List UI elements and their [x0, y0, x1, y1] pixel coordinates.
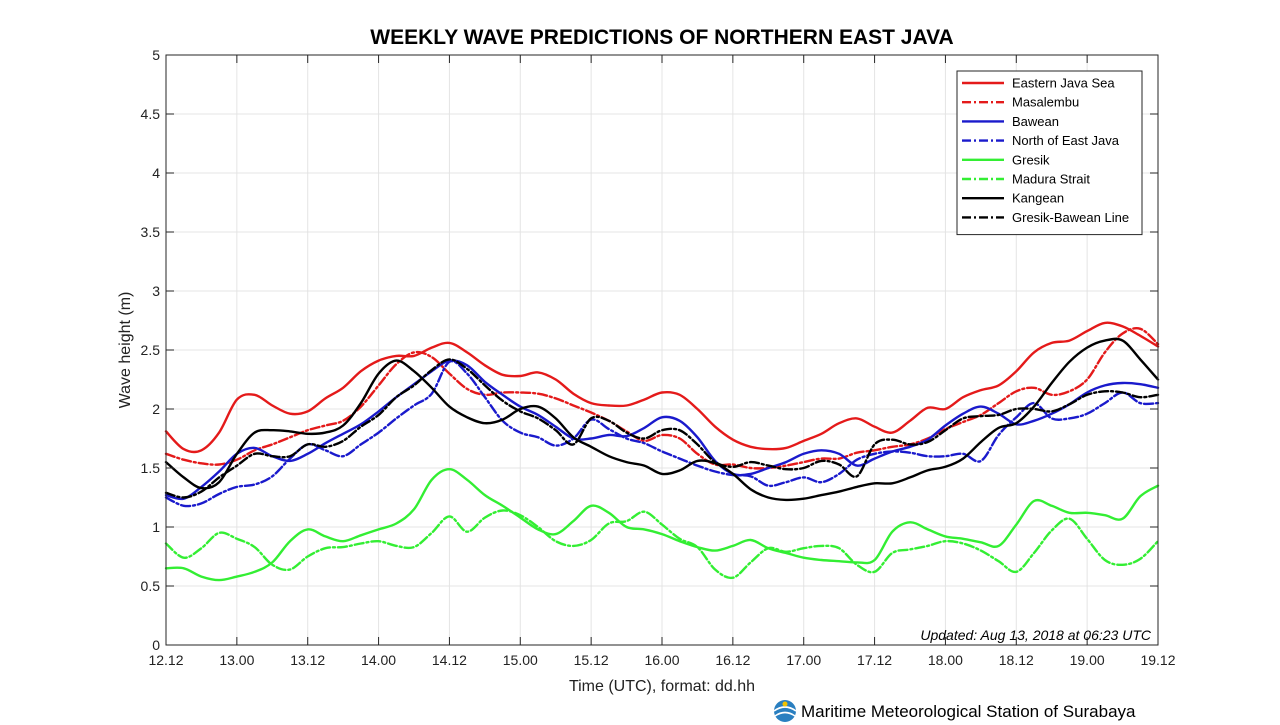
- x-tick-label: 14.00: [361, 652, 396, 668]
- y-tick-label: 4.5: [141, 106, 161, 122]
- legend-item-label: Madura Strait: [1012, 172, 1090, 187]
- series-line-eastern-java-sea: [164, 321, 1160, 454]
- chart-title: WEEKLY WAVE PREDICTIONS OF NORTHERN EAST…: [370, 26, 953, 49]
- series-line-masalembu: [164, 327, 1160, 470]
- x-tick-label: 13.00: [219, 652, 254, 668]
- legend-box: [956, 70, 1143, 236]
- y-tick-label: 2: [152, 401, 160, 417]
- y-tick-label: 5: [152, 47, 160, 63]
- y-tick-label: 1.5: [141, 460, 161, 476]
- series-line-kangean: [164, 337, 1160, 502]
- x-tick-label: 19.00: [1070, 652, 1105, 668]
- x-tick-label: 17.12: [857, 652, 892, 668]
- legend-item-label: Masalembu: [1012, 95, 1079, 110]
- x-tick-label: 15.00: [503, 652, 538, 668]
- legend: Eastern Java Sea Masalembu Bawean North of …: [956, 70, 1143, 236]
- x-axis-ticks: 12.12 13.00 13.12 14.00 14.12 15.00 15.12 16.00…: [148, 55, 1176, 668]
- series-line-bawean: [164, 359, 1160, 501]
- y-axis-ticks: 0 0.5 1 1.5 2 2.5 3 3.5 4 4.5 5: [141, 47, 1158, 653]
- x-tick-label: 16.00: [644, 652, 679, 668]
- x-tick-label: 12.12: [148, 652, 183, 668]
- station-logo-icon: [773, 700, 797, 722]
- series-line-north-of-east-java: [164, 359, 1160, 508]
- station-footer: Maritime Meteorological Station of Surab…: [801, 702, 1136, 721]
- series-line-gresik: [164, 468, 1160, 582]
- y-tick-label: 0: [152, 637, 160, 653]
- y-tick-label: 0.5: [141, 578, 161, 594]
- legend-item-label: Eastern Java Sea: [1012, 76, 1115, 91]
- legend-item-label: Kangean: [1012, 191, 1064, 206]
- series-layer: [164, 321, 1160, 582]
- x-tick-label: 15.12: [574, 652, 609, 668]
- x-tick-label: 19.12: [1140, 652, 1175, 668]
- x-tick-label: 16.12: [715, 652, 750, 668]
- y-tick-label: 3: [152, 283, 160, 299]
- y-tick-label: 2.5: [141, 342, 161, 358]
- y-tick-label: 3.5: [141, 224, 161, 240]
- y-tick-label: 4: [152, 165, 160, 181]
- legend-item-label: Gresik-Bawean Line: [1012, 210, 1129, 225]
- legend-item-label: Gresik: [1012, 152, 1050, 167]
- y-axis-label: Wave height (m): [117, 292, 134, 409]
- legend-item-label: North of East Java: [1012, 133, 1120, 148]
- x-tick-label: 14.12: [432, 652, 467, 668]
- x-tick-label: 13.12: [290, 652, 325, 668]
- updated-annotation: Updated: Aug 13, 2018 at 06:23 UTC: [920, 627, 1152, 643]
- y-tick-label: 1: [152, 519, 160, 535]
- series-line-madura-strait: [164, 509, 1160, 580]
- x-tick-label: 17.00: [786, 652, 821, 668]
- legend-item-label: Bawean: [1012, 114, 1059, 129]
- x-tick-label: 18.00: [928, 652, 963, 668]
- series-line-gresik-bawean-line: [164, 358, 1160, 499]
- x-axis-label: Time (UTC), format: dd.hh: [569, 678, 755, 695]
- x-tick-label: 18.12: [999, 652, 1034, 668]
